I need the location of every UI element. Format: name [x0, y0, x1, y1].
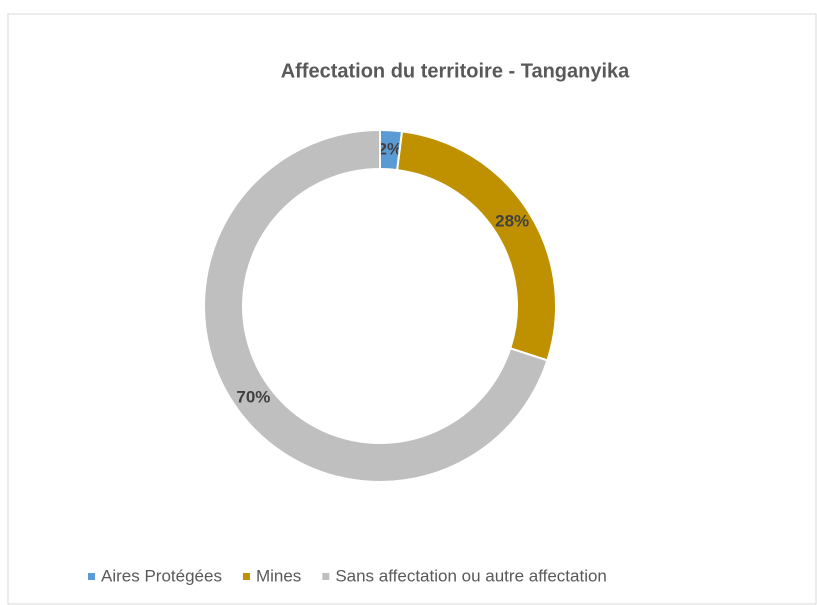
legend-marker [322, 573, 330, 580]
legend-label: Sans affectation ou autre affectation [335, 566, 607, 585]
chart-border [7, 13, 817, 605]
legend-label: Mines [256, 566, 301, 585]
legend-label: Aires Protégées [101, 566, 222, 585]
data-label: 70% [236, 387, 270, 406]
data-label: 2% [378, 139, 403, 158]
legend-marker [242, 573, 250, 580]
chart-title: Affectation du territoire - Tanganyika [281, 60, 630, 82]
data-label: 28% [495, 212, 529, 231]
legend-marker [88, 573, 95, 580]
slice [203, 128, 549, 483]
